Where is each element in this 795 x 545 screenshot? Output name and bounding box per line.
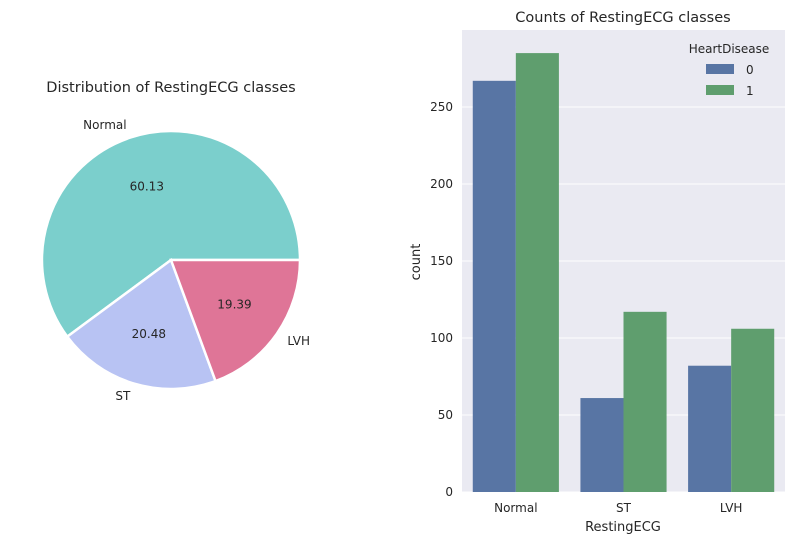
legend-swatch-1: [706, 85, 734, 95]
x-tick-labels: Normal ST LVH: [494, 501, 742, 515]
y-tick-label: 50: [438, 408, 453, 422]
bar-title: Counts of RestingECG classes: [515, 10, 730, 26]
x-tick-label: ST: [616, 501, 632, 515]
pie-slice-st: [65, 258, 218, 391]
bar-normal-1: [515, 53, 559, 492]
y-tick-labels: 0 50 100 150 200 250: [430, 100, 453, 499]
bar-normal-0: [472, 80, 516, 492]
y-tick-label: 0: [445, 485, 453, 499]
legend-label-1: 1: [746, 84, 754, 98]
pie-label-normal: Normal: [83, 118, 126, 132]
x-tick-label: LVH: [720, 501, 743, 515]
bar-lvh-1: [731, 328, 775, 492]
bar-st-1: [623, 311, 667, 492]
y-tick-label: 200: [430, 177, 453, 191]
y-axis-label: count: [409, 244, 424, 281]
bar-st-0: [580, 398, 624, 492]
bar-chart: 0 50 100 150 200 250 Normal ST LVH Counts of Re…: [409, 10, 785, 535]
pie-slice-normal: [40, 129, 302, 339]
pie-slices: [40, 129, 302, 391]
pie-title: Distribution of RestingECG classes: [46, 80, 295, 96]
legend-label-0: 0: [746, 63, 754, 77]
y-tick-label: 150: [430, 254, 453, 268]
pie-chart: Distribution of RestingECG classes Norma…: [40, 80, 310, 403]
x-axis-label: RestingECG: [585, 520, 661, 535]
pie-value-st: 20.48: [132, 327, 166, 341]
pie-label-lvh: LVH: [287, 334, 310, 348]
bar-lvh-0: [688, 365, 732, 492]
pie-value-lvh: 19.39: [217, 297, 251, 311]
bars: [472, 53, 775, 492]
legend-swatch-0: [706, 64, 734, 74]
legend: HeartDisease 01: [689, 42, 770, 98]
x-tick-label: Normal: [494, 501, 537, 515]
pie-labels: Normal 60.13 ST 20.48 LVH 19.39: [83, 118, 310, 403]
legend-title: HeartDisease: [689, 42, 770, 56]
pie-label-st: ST: [115, 389, 131, 403]
pie-value-normal: 60.13: [130, 179, 164, 193]
y-tick-label: 100: [430, 331, 453, 345]
pie-slice-lvh: [169, 258, 302, 383]
y-tick-label: 250: [430, 100, 453, 114]
legend-items: 01: [706, 63, 754, 98]
